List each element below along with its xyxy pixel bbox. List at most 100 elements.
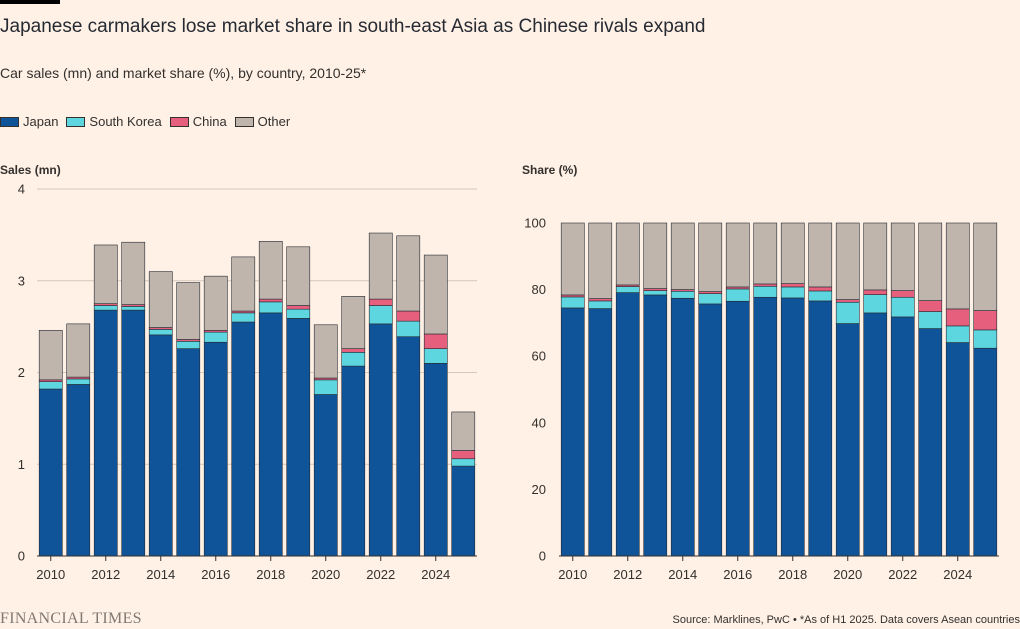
legend-item-japan: Japan <box>0 114 58 129</box>
bar-south-korea-2021 <box>863 294 888 314</box>
share-chart: 0 20 40 60 80 100 2010 2012 2014 2016 2018 2020 2022… <box>524 216 999 582</box>
legend-item-china: China <box>169 114 227 129</box>
bar-japan-2014 <box>670 297 695 557</box>
legend-swatch <box>234 116 254 127</box>
bar-japan-2011 <box>66 384 91 557</box>
bar-south-korea-2020 <box>313 379 338 395</box>
bar-japan-2020 <box>313 394 338 557</box>
bar-south-korea-2015 <box>698 293 723 305</box>
bar-japan-2012 <box>93 309 118 557</box>
bar-china-2011 <box>588 298 613 302</box>
sales-axis-title: Sales (mn) <box>0 163 61 177</box>
bar-other-2023 <box>918 222 943 301</box>
chart-title: Japanese carmakers lose market share in … <box>0 16 706 37</box>
bar-china-2019 <box>808 286 833 292</box>
x-tick-label: 2020 <box>311 567 340 582</box>
bar-china-2022 <box>890 290 915 298</box>
x-tick-label: 2012 <box>613 567 642 582</box>
bar-china-2025 <box>451 450 476 460</box>
bar-other-2020 <box>313 324 338 379</box>
y-tick-label: 2 <box>18 365 25 380</box>
x-tick-label: 2018 <box>256 567 285 582</box>
ft-logo: FINANCIAL TIMES <box>0 610 142 627</box>
bar-japan-2018 <box>258 312 283 557</box>
bar-japan-2010 <box>560 307 585 557</box>
bar-japan-2023 <box>918 328 943 557</box>
bar-south-korea-2018 <box>258 301 283 314</box>
bar-japan-2018 <box>780 297 805 557</box>
bar-south-korea-2019 <box>808 290 833 302</box>
bar-south-korea-2020 <box>835 301 860 324</box>
bar-other-2021 <box>341 296 366 349</box>
bar-china-2021 <box>341 348 366 353</box>
bar-other-2011 <box>66 323 91 378</box>
bar-other-2023 <box>396 235 421 312</box>
x-tick-label: 2016 <box>723 567 752 582</box>
bar-other-2013 <box>643 222 668 289</box>
share-axis-title: Share (%) <box>522 163 578 177</box>
source-note: Source: Marklines, PwC • *As of H1 2025.… <box>672 614 1020 626</box>
sales-chart: 0 1 2 3 4 2010 2012 2014 2016 2018 2020 2022 2024 <box>18 182 477 582</box>
bar-other-2024 <box>423 254 448 335</box>
x-tick-label: 2010 <box>36 567 65 582</box>
bar-south-korea-2016 <box>725 288 750 302</box>
bar-south-korea-2012 <box>93 305 118 311</box>
brand-bar <box>0 0 60 4</box>
bar-japan-2011 <box>588 308 613 557</box>
bar-other-2022 <box>890 222 915 291</box>
bar-other-2015 <box>176 282 201 340</box>
bar-japan-2021 <box>341 365 366 557</box>
y-tick-label: 40 <box>532 415 546 430</box>
y-tick-label: 3 <box>18 273 25 288</box>
bar-other-2014 <box>670 222 695 290</box>
bar-south-korea-2015 <box>176 341 201 349</box>
bar-other-2025 <box>973 222 998 311</box>
x-tick-label: 2018 <box>778 567 807 582</box>
bar-china-2024 <box>945 308 970 327</box>
bar-china-2020 <box>835 299 860 303</box>
bar-south-korea-2025 <box>973 329 998 349</box>
bar-south-korea-2023 <box>396 320 421 338</box>
y-tick-label: 100 <box>524 216 546 231</box>
x-tick-label: 2024 <box>943 567 972 582</box>
bar-south-korea-2017 <box>231 312 256 323</box>
bar-other-2020 <box>835 222 860 300</box>
bar-japan-2024 <box>423 363 448 557</box>
bar-other-2022 <box>368 232 393 300</box>
bar-south-korea-2022 <box>890 296 915 318</box>
bar-south-korea-2023 <box>918 311 943 329</box>
bar-japan-2024 <box>945 342 970 557</box>
bar-south-korea-2014 <box>148 329 173 336</box>
bar-japan-2015 <box>698 303 723 557</box>
bar-china-2019 <box>286 305 311 310</box>
bar-japan-2021 <box>863 312 888 557</box>
bar-china-2024 <box>423 333 448 349</box>
bar-other-2017 <box>753 222 778 285</box>
bar-other-2013 <box>121 241 146 305</box>
bar-japan-2019 <box>808 300 833 557</box>
bar-japan-2016 <box>725 300 750 557</box>
x-tick-label: 2014 <box>146 567 175 582</box>
bar-south-korea-2016 <box>203 331 228 343</box>
bar-japan-2017 <box>231 321 256 557</box>
bar-japan-2016 <box>203 341 228 557</box>
bar-other-2012 <box>93 244 118 304</box>
bar-south-korea-2011 <box>66 378 91 385</box>
chart-subtitle: Car sales (mn) and market share (%), by … <box>0 65 367 81</box>
x-tick-label: 2010 <box>558 567 587 582</box>
bar-south-korea-2013 <box>643 290 668 296</box>
bar-south-korea-2024 <box>423 348 448 364</box>
bar-other-2010 <box>560 222 585 296</box>
y-tick-label: 0 <box>18 549 25 564</box>
legend-item-other: Other <box>234 114 290 129</box>
bar-china-2023 <box>396 310 421 322</box>
bar-other-2018 <box>258 240 283 300</box>
y-tick-label: 60 <box>532 349 546 364</box>
bar-china-2018 <box>258 298 283 303</box>
x-tick-label: 2020 <box>833 567 862 582</box>
legend-label: South Korea <box>89 114 162 129</box>
bar-other-2014 <box>148 271 173 328</box>
bar-other-2016 <box>725 222 750 288</box>
x-tick-label: 2024 <box>421 567 450 582</box>
